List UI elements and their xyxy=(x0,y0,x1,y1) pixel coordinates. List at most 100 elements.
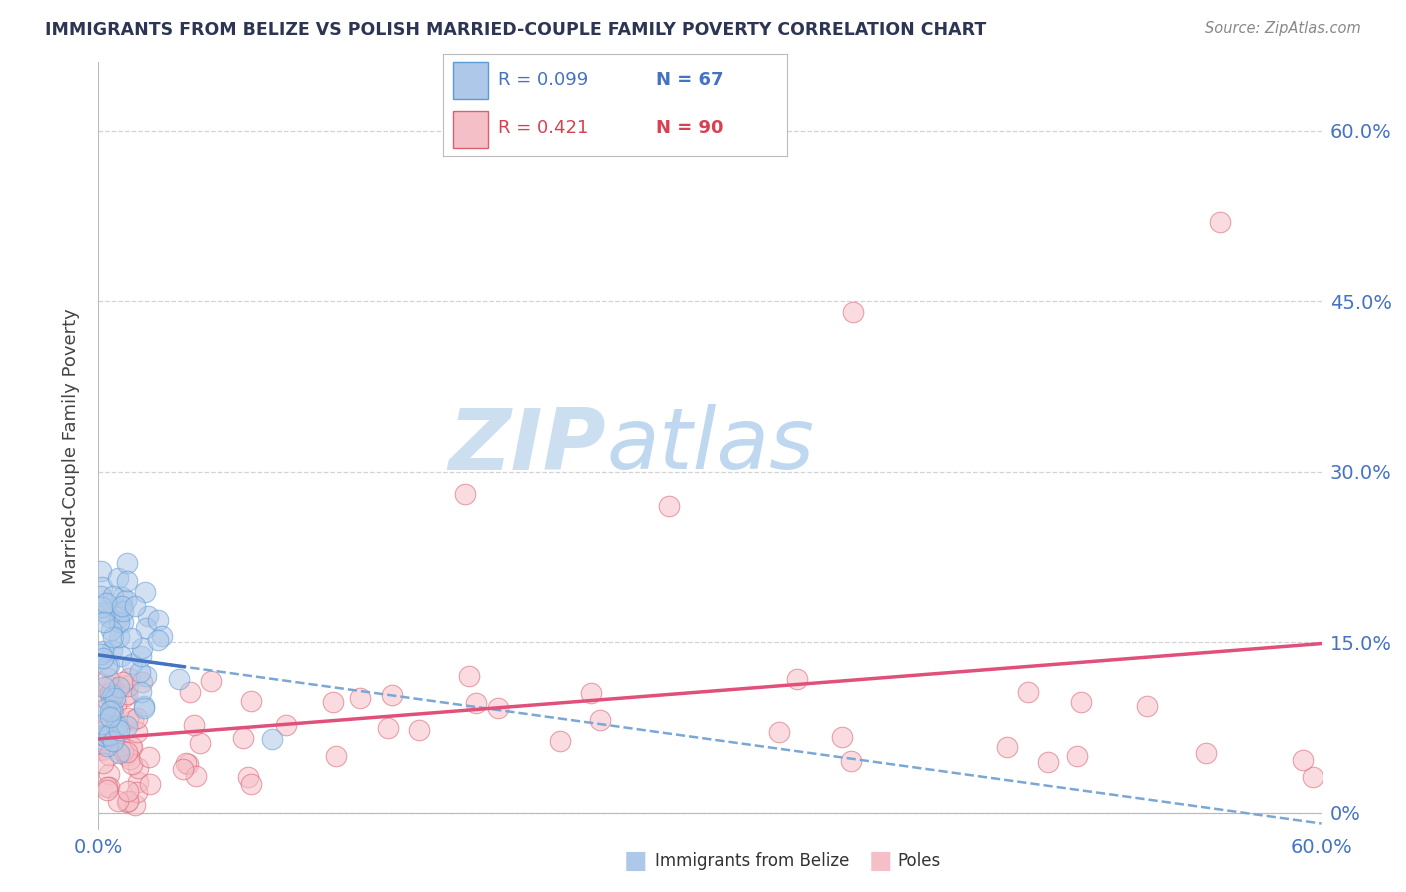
Point xyxy=(174,756,197,771)
Point xyxy=(107,794,129,808)
Point xyxy=(115,795,138,809)
Point xyxy=(128,665,150,679)
Point xyxy=(93,742,115,756)
Point xyxy=(114,689,136,703)
Point xyxy=(90,647,112,661)
Point xyxy=(1017,684,1039,698)
Point xyxy=(146,613,169,627)
Point xyxy=(381,688,404,702)
Text: ■: ■ xyxy=(869,849,891,872)
Bar xyxy=(453,111,488,148)
Point xyxy=(101,688,124,702)
Point xyxy=(97,728,120,742)
Point xyxy=(408,723,430,737)
Point xyxy=(107,615,129,630)
Point xyxy=(107,630,129,644)
Point xyxy=(98,704,121,718)
Point xyxy=(486,700,509,714)
Point xyxy=(377,721,399,735)
Point xyxy=(117,784,139,798)
Point xyxy=(108,739,131,754)
Point xyxy=(90,580,112,594)
Point xyxy=(100,624,122,638)
Point xyxy=(239,776,262,790)
Point xyxy=(188,736,211,750)
Point xyxy=(454,487,477,501)
Point xyxy=(101,589,124,603)
Point xyxy=(91,717,114,731)
Point xyxy=(841,305,863,319)
Point xyxy=(104,718,127,732)
Text: Immigrants from Belize: Immigrants from Belize xyxy=(655,852,849,870)
Point xyxy=(107,571,129,585)
Point xyxy=(120,631,142,645)
Point xyxy=(768,725,790,739)
Point xyxy=(94,596,117,610)
Point xyxy=(127,775,149,789)
Point xyxy=(96,739,118,754)
Point xyxy=(108,680,131,694)
Point xyxy=(135,668,157,682)
Point xyxy=(93,680,115,694)
Point xyxy=(1038,755,1060,769)
Point xyxy=(121,739,143,754)
Point xyxy=(93,615,115,630)
Point xyxy=(98,609,121,624)
Text: ZIP: ZIP xyxy=(449,404,606,488)
Point xyxy=(150,629,173,643)
Point xyxy=(995,739,1018,754)
Point xyxy=(232,731,254,745)
Text: ■: ■ xyxy=(624,849,647,872)
Point xyxy=(131,684,153,698)
Point xyxy=(117,794,139,808)
Point xyxy=(108,723,131,737)
Point xyxy=(115,686,138,700)
Text: atlas: atlas xyxy=(606,404,814,488)
Point xyxy=(131,641,153,656)
Text: R = 0.421: R = 0.421 xyxy=(498,120,588,137)
Point xyxy=(138,749,160,764)
Point xyxy=(94,605,117,619)
Point xyxy=(125,711,148,725)
Point xyxy=(105,698,128,712)
Point xyxy=(91,650,114,665)
Point xyxy=(465,696,488,710)
Point xyxy=(658,499,681,513)
Text: Source: ZipAtlas.com: Source: ZipAtlas.com xyxy=(1205,21,1361,37)
Point xyxy=(179,685,201,699)
Text: Poles: Poles xyxy=(897,852,941,870)
Point xyxy=(101,703,124,717)
Bar xyxy=(453,62,488,99)
Text: N = 90: N = 90 xyxy=(657,120,724,137)
Point xyxy=(112,744,135,758)
Point xyxy=(124,599,146,613)
Point xyxy=(172,762,194,776)
Point xyxy=(121,657,143,671)
Point xyxy=(167,672,190,686)
Point xyxy=(100,643,122,657)
Point xyxy=(118,671,141,685)
Point xyxy=(100,710,122,724)
Text: IMMIGRANTS FROM BELIZE VS POLISH MARRIED-COUPLE FAMILY POVERTY CORRELATION CHART: IMMIGRANTS FROM BELIZE VS POLISH MARRIED… xyxy=(45,21,986,39)
Point xyxy=(131,648,153,663)
Point xyxy=(120,739,142,753)
Point xyxy=(117,574,139,589)
Point xyxy=(104,690,127,705)
Point xyxy=(111,590,134,604)
Point xyxy=(238,770,260,784)
Point xyxy=(115,747,138,762)
Point xyxy=(91,756,114,771)
Point xyxy=(786,672,808,686)
Point xyxy=(91,728,114,742)
Point xyxy=(96,780,118,794)
Point xyxy=(177,756,200,771)
Point xyxy=(146,632,169,647)
Point xyxy=(98,780,121,794)
Point xyxy=(94,701,117,715)
Point xyxy=(260,731,283,746)
Point xyxy=(548,734,571,748)
Point xyxy=(135,621,157,635)
Point xyxy=(114,678,136,692)
Point xyxy=(105,719,128,733)
Point xyxy=(96,720,118,734)
